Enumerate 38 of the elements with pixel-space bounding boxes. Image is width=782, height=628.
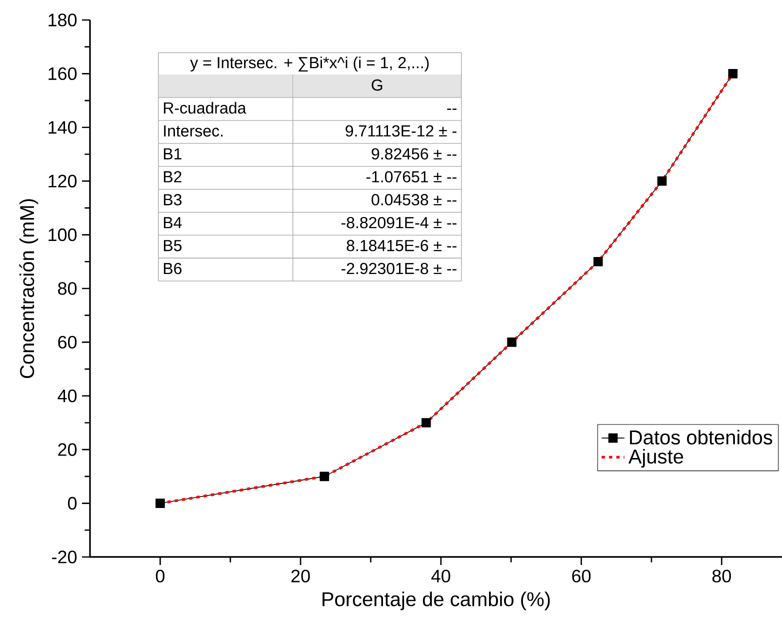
y-tick-label: 160 bbox=[48, 67, 77, 80]
y-tick-label: 20 bbox=[58, 443, 77, 456]
x-tick-label: 60 bbox=[572, 570, 591, 582]
annotation: y = Intersec. + ∑Bi*x^i (i = 1, 2,...) bbox=[190, 56, 429, 72]
annotation: 0.04538 ± -- bbox=[372, 194, 456, 206]
y-tick-label: 40 bbox=[58, 390, 77, 402]
y-tick-label: 60 bbox=[58, 336, 77, 349]
annotation: B6 bbox=[164, 262, 182, 274]
y-tick-label: 180 bbox=[48, 14, 77, 26]
annotation: -8.82091E-4 ± -- bbox=[341, 216, 456, 228]
annotation: G bbox=[372, 79, 382, 91]
annotation: 8.18415E-6 ± -- bbox=[346, 240, 456, 252]
y-tick-label: 0 bbox=[68, 496, 77, 510]
y-tick-label: 80 bbox=[58, 282, 77, 295]
x-axis-title: Porcentaje de cambio (%) bbox=[322, 592, 550, 610]
annotation: B1 bbox=[164, 148, 182, 160]
annotation: 9.71113E-12 ± - bbox=[346, 125, 456, 137]
annotation: B3 bbox=[164, 194, 182, 206]
annotation: -2.92301E-8 ± -- bbox=[341, 262, 456, 274]
x-tick-label: 80 bbox=[712, 570, 731, 582]
x-tick-label: 40 bbox=[431, 570, 450, 582]
x-tick-label: 20 bbox=[291, 570, 310, 582]
y-tick-label: -20 bbox=[52, 550, 77, 564]
annotation: B2 bbox=[164, 171, 182, 182]
annotation: R-cuadrada bbox=[164, 102, 246, 114]
legend-label: Datos obtenidos bbox=[630, 430, 772, 444]
y-tick-label: 140 bbox=[48, 121, 77, 134]
legend-label: Ajuste bbox=[628, 448, 684, 468]
annotation: -1.07651 ± -- bbox=[366, 171, 456, 182]
annotation: -- bbox=[447, 108, 456, 110]
annotation: Intersec. bbox=[164, 125, 223, 137]
y-tick-label: 100 bbox=[48, 228, 77, 242]
annotation: B5 bbox=[164, 240, 182, 252]
y-tick-label: 120 bbox=[48, 174, 77, 188]
x-tick-label: 0 bbox=[156, 570, 164, 582]
annotation: 9.82456 ± -- bbox=[372, 148, 456, 160]
y-axis-title: Concentración (mM) bbox=[19, 199, 38, 378]
annotation: B4 bbox=[164, 217, 182, 228]
